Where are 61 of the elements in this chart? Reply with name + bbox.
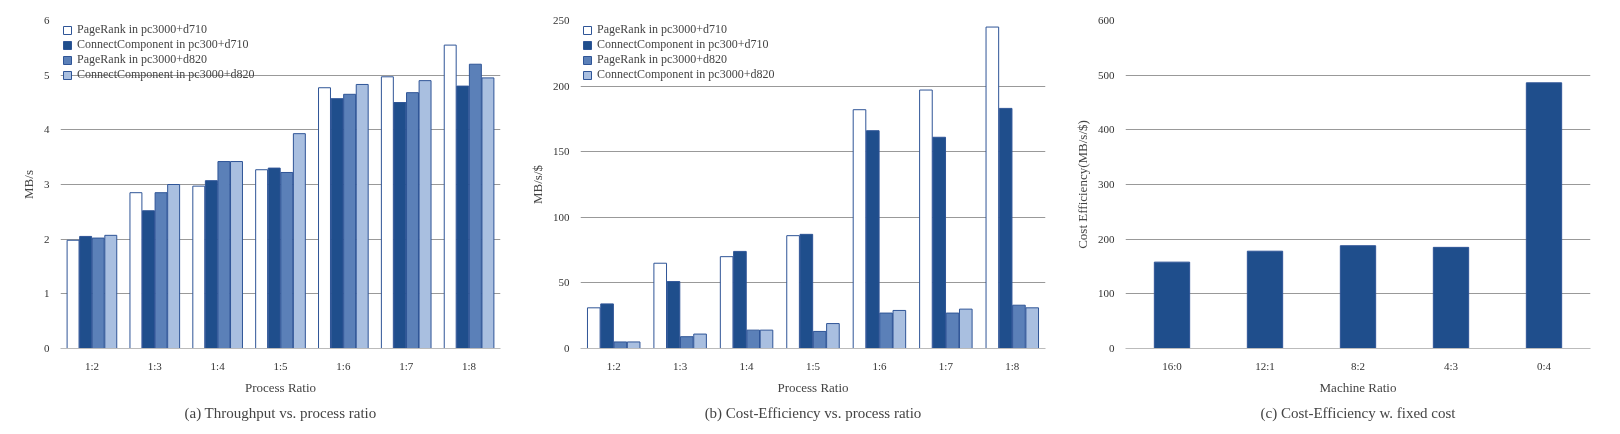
legend-label: PageRank in pc3000+d820 bbox=[77, 52, 208, 67]
x-axis-title: Process Ratio bbox=[777, 379, 849, 395]
legend-label: PageRank in pc3000+d710 bbox=[77, 22, 208, 37]
bar bbox=[1432, 246, 1470, 349]
x-axis-title: Machine Ratio bbox=[1319, 379, 1397, 395]
y-tick-label: 0 bbox=[44, 342, 50, 354]
x-tick-label: 16:0 bbox=[1162, 359, 1183, 372]
legend-label: PageRank in pc3000+d820 bbox=[597, 52, 728, 67]
legend-label: ConnectComponent in pc300+d710 bbox=[597, 37, 769, 52]
x-tick-label: 1:7 bbox=[399, 359, 414, 372]
y-tick-label: 250 bbox=[553, 14, 570, 26]
x-tick-label: 1:8 bbox=[462, 359, 477, 372]
x-tick-label: 1:6 bbox=[872, 359, 887, 372]
y-tick-label: 4 bbox=[44, 123, 50, 136]
y-tick-label: 1 bbox=[44, 287, 50, 300]
y-tick-label: 600 bbox=[1098, 14, 1115, 26]
x-tick-label: 1:2 bbox=[606, 359, 621, 372]
y-tick-label: 400 bbox=[1098, 123, 1115, 136]
y-tick-label: 5 bbox=[44, 68, 50, 81]
x-tick-label: 12:1 bbox=[1255, 359, 1275, 372]
x-tick-label: 1:3 bbox=[147, 359, 163, 372]
x-tick-label: 1:8 bbox=[1005, 359, 1020, 372]
bar bbox=[1525, 82, 1563, 349]
x-tick-label: 1:2 bbox=[84, 359, 99, 372]
x-tick-label: 1:4 bbox=[739, 359, 755, 372]
y-tick-label: 500 bbox=[1098, 68, 1115, 81]
x-tick-label: 1:4 bbox=[210, 359, 226, 372]
bar bbox=[1246, 250, 1284, 349]
y-tick-label: 2 bbox=[44, 232, 50, 245]
y-axis-title: Cost Efficiency(MB/s/$) bbox=[1075, 120, 1090, 249]
y-tick-label: 100 bbox=[553, 210, 570, 223]
y-tick-label: 3 bbox=[44, 178, 50, 190]
x-tick-label: 1:7 bbox=[938, 359, 954, 372]
bar bbox=[1339, 245, 1377, 349]
x-axis-title: Process Ratio bbox=[244, 379, 317, 395]
y-axis-title: MB/s bbox=[21, 170, 36, 199]
y-tick-label: 150 bbox=[553, 145, 570, 158]
text: (a) Throughput vs. process ratio bbox=[184, 404, 377, 422]
x-tick-label: 0:4 bbox=[1536, 359, 1552, 372]
x-tick-label: 1:5 bbox=[273, 359, 289, 372]
x-tick-label: 4:3 bbox=[1443, 359, 1459, 372]
legend-label: PageRank in pc3000+d710 bbox=[597, 22, 728, 37]
y-tick-label: 6 bbox=[44, 14, 50, 26]
y-tick-label: 200 bbox=[553, 79, 570, 92]
y-tick-label: 50 bbox=[558, 276, 570, 289]
y-axis-title: MB/s/$ bbox=[530, 164, 545, 205]
text: (c) Cost-Efficiency w. fixed cost bbox=[1260, 404, 1457, 422]
x-tick-label: 8:2 bbox=[1350, 359, 1366, 372]
y-tick-label: 0 bbox=[564, 342, 570, 354]
text: (b) Cost-Efficiency vs. process ratio bbox=[704, 404, 922, 422]
x-tick-label: 1:6 bbox=[336, 359, 351, 372]
bar bbox=[1153, 261, 1191, 349]
legend-label: ConnectComponent in pc300+d710 bbox=[77, 37, 249, 52]
x-tick-label: 1:5 bbox=[805, 359, 821, 372]
y-tick-label: 200 bbox=[1098, 232, 1115, 245]
legend-label: ConnectComponent in pc3000+d820 bbox=[77, 67, 255, 82]
legend-label: ConnectComponent in pc3000+d820 bbox=[597, 67, 775, 82]
x-tick-label: 1:3 bbox=[673, 359, 688, 372]
y-tick-label: 0 bbox=[1109, 342, 1115, 354]
y-tick-label: 100 bbox=[1098, 287, 1115, 300]
y-tick-label: 300 bbox=[1098, 178, 1115, 190]
